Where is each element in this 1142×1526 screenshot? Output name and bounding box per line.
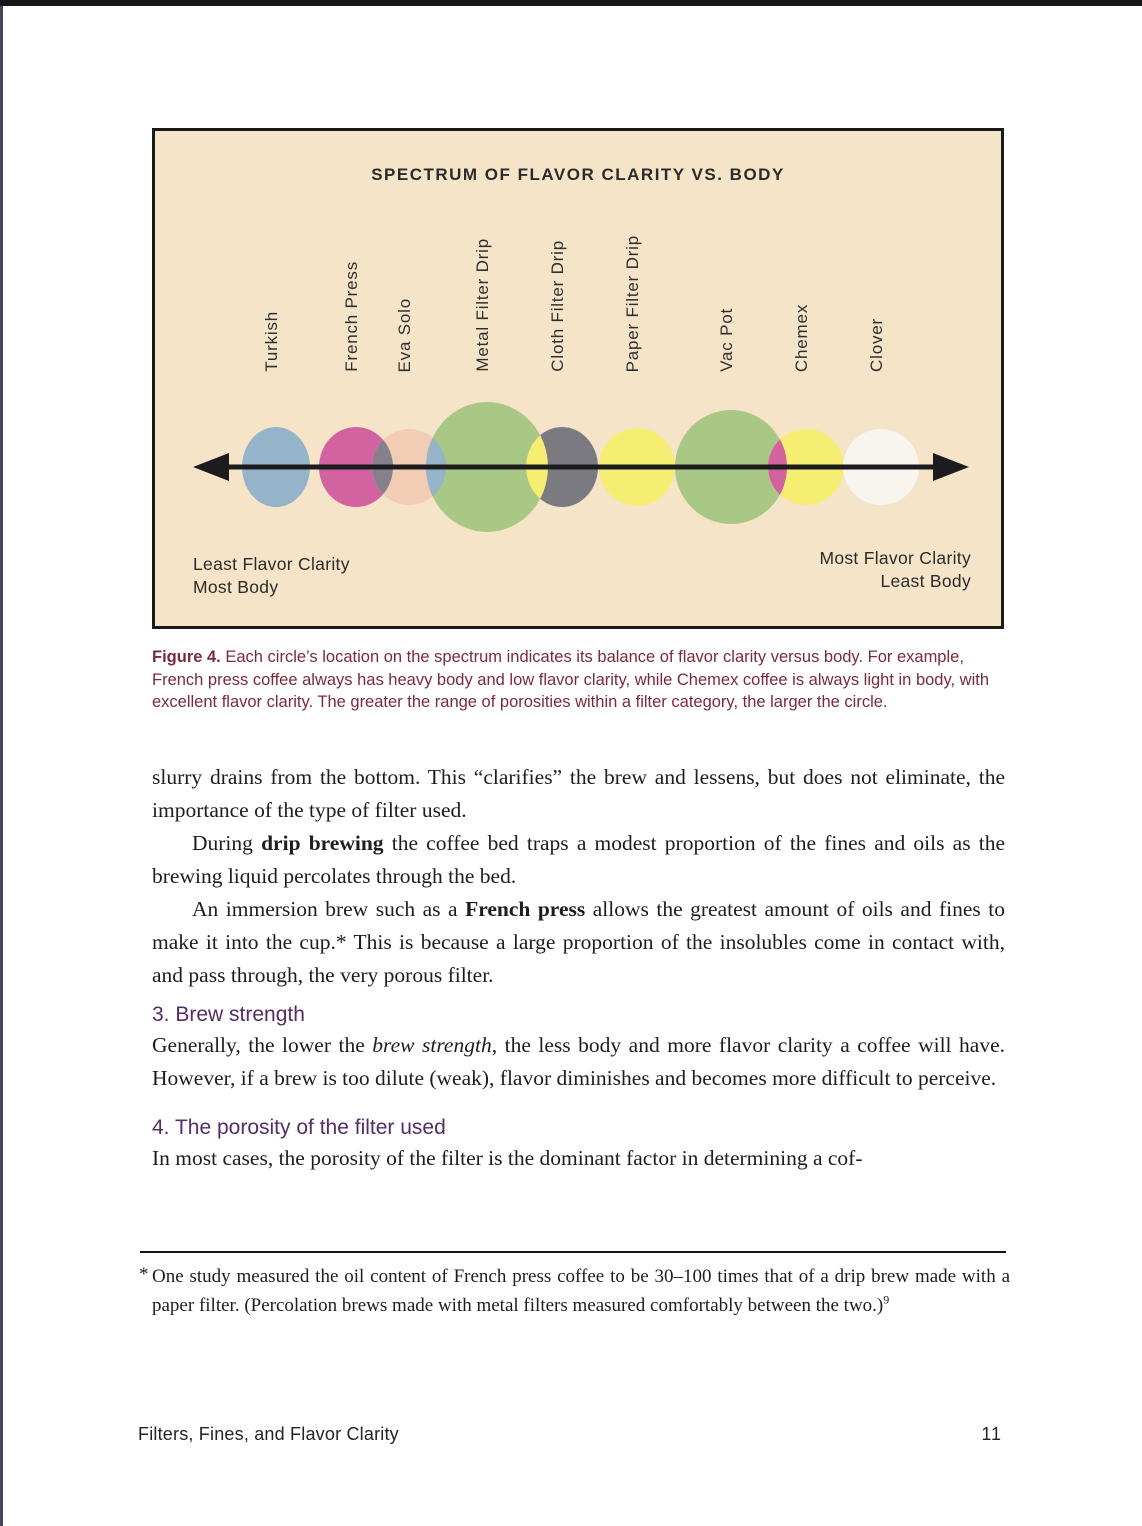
figure-4-spectrum-chart: SPECTRUM OF FLAVOR CLARITY VS. BODY Turk…: [152, 128, 1004, 629]
figure-title: SPECTRUM OF FLAVOR CLARITY VS. BODY: [371, 165, 785, 184]
section-heading-4: 4. The porosity of the filter used: [152, 1116, 446, 1139]
axis-left-line2: Most Body: [193, 577, 279, 597]
paragraph-2: During drip brewing the coffee bed traps…: [152, 827, 1005, 893]
paragraph-4-text-a: Generally, the lower the: [152, 1033, 373, 1057]
paragraph-3-bold: French press: [465, 897, 586, 921]
figure-caption: Figure 4. Each circle’s location on the …: [152, 646, 1008, 714]
paragraph-3-text-a: An immersion brew such as a: [192, 897, 466, 921]
figure-caption-text: Each circle’s location on the spectrum i…: [152, 648, 990, 711]
method-label-vac-pot: Vac Pot: [717, 308, 736, 372]
overlap-lens-2: [526, 427, 548, 507]
body-text: slurry drains from the bottom. This “cla…: [152, 761, 1005, 1175]
footnote-text: One study measured the oil content of Fr…: [152, 1266, 1010, 1316]
method-label-metal-filter-drip: Metal Filter Drip: [473, 238, 492, 372]
method-label-chemex: Chemex: [792, 303, 811, 372]
paragraph-1: slurry drains from the bottom. This “cla…: [152, 761, 1005, 827]
paragraph-4-italic: brew strength: [372, 1033, 492, 1057]
paragraph-4: Generally, the lower the brew strength, …: [152, 1029, 1005, 1095]
paragraph-3-text-b: allows the greatest amount of oils and f…: [152, 897, 1005, 987]
paragraph-2-bold: drip brewing: [261, 831, 384, 855]
running-footer-title: Filters, Fines, and Flavor Clarity: [138, 1424, 399, 1444]
method-label-paper-filter-drip: Paper Filter Drip: [623, 234, 642, 372]
paragraph-1-text: slurry drains from the bottom. This “cla…: [152, 765, 1005, 822]
axis-left-label: Least Flavor Clarity Most Body: [193, 553, 350, 599]
method-label-eva-solo: Eva Solo: [395, 297, 414, 372]
spectrum-bubbles-svg: [193, 402, 969, 532]
figure-inner: SPECTRUM OF FLAVOR CLARITY VS. BODY Turk…: [155, 131, 1001, 626]
axis-right-line1: Most Flavor Clarity: [819, 548, 971, 568]
axis-left-line1: Least Flavor Clarity: [193, 554, 350, 574]
paragraph-3: An immersion brew such as a French press…: [152, 893, 1005, 992]
arrowhead-right: [933, 453, 969, 481]
method-label-cloth-filter-drip: Cloth Filter Drip: [548, 240, 567, 372]
footnote-asterisk: *: [139, 1264, 149, 1285]
top-edge-bar: [0, 0, 1142, 6]
paragraph-5-text: In most cases, the porosity of the filte…: [152, 1146, 863, 1170]
section-heading-3: 3. Brew strength: [152, 1003, 305, 1026]
method-label-french-press: French Press: [342, 261, 361, 372]
axis-right-line2: Least Body: [880, 571, 971, 591]
method-label-turkish: Turkish: [262, 311, 281, 372]
paragraph-4-text-b: , the less body and more flavor clarity …: [152, 1033, 1005, 1090]
paragraph-2-text-b: the coffee bed traps a modest proportion…: [152, 831, 1006, 888]
arrowhead-left: [193, 453, 229, 481]
page-number: 11: [981, 1424, 1002, 1444]
method-label-clover: Clover: [867, 318, 886, 372]
footnote-ref-number: 9: [883, 1292, 890, 1307]
footnote-divider: [140, 1251, 1006, 1253]
paragraph-2-text-a: During: [192, 831, 262, 855]
footnote: * One study measured the oil content of F…: [139, 1262, 1010, 1320]
paragraph-5: In most cases, the porosity of the filte…: [152, 1142, 1005, 1175]
axis-right-label: Most Flavor Clarity Least Body: [819, 547, 971, 593]
left-edge-line: [0, 6, 3, 1526]
figure-caption-label: Figure 4.: [152, 648, 221, 666]
